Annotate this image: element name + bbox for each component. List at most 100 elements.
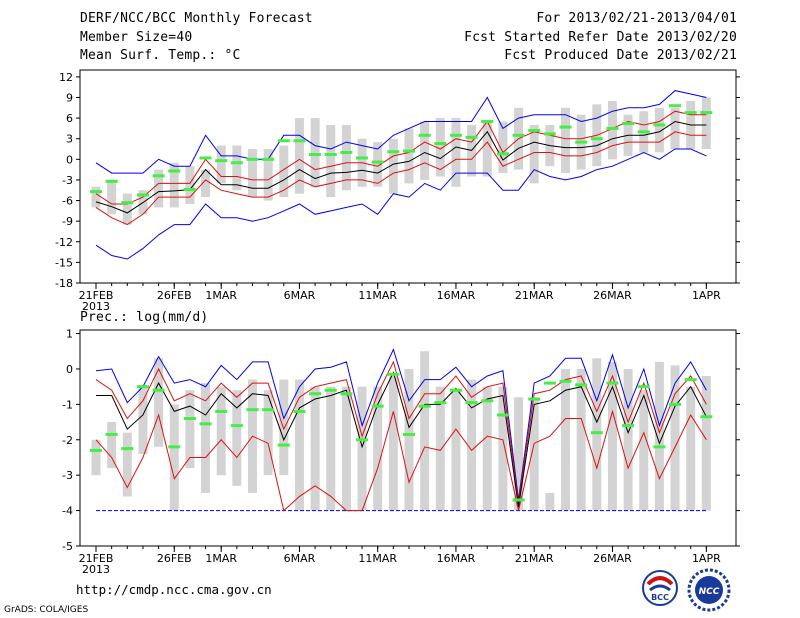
temp-median-mark xyxy=(528,128,541,132)
temp-box xyxy=(201,169,211,198)
temp-median-mark xyxy=(606,126,619,130)
precip-median-mark xyxy=(669,402,682,406)
temp-median-mark xyxy=(434,142,447,146)
temp-box xyxy=(310,118,320,187)
precip-box xyxy=(654,361,664,511)
precip-box xyxy=(545,492,555,511)
precip-ytick-label: -5 xyxy=(62,540,73,553)
precip-median-mark xyxy=(105,432,118,436)
precip-box xyxy=(592,358,602,511)
temp-median-mark xyxy=(105,179,118,183)
forecast-period: For 2013/02/21-2013/04/01 xyxy=(536,11,737,26)
precip-box xyxy=(154,358,164,447)
temp-mean-line xyxy=(95,120,707,214)
precip-ytick-label: 0 xyxy=(66,363,73,376)
precip-median-mark xyxy=(183,417,196,421)
precip-xtick-label: 6MAR xyxy=(284,552,316,565)
temp-box xyxy=(498,121,508,174)
temp-ytick-label: 3 xyxy=(66,133,73,146)
temp-box xyxy=(435,118,445,177)
temp-outer-lower-line xyxy=(95,148,707,260)
precip-box xyxy=(607,361,617,511)
temp-median-mark xyxy=(700,111,713,115)
precip-median-mark xyxy=(418,404,431,408)
precip-xtick-label: 21FEB xyxy=(79,552,114,565)
temp-box xyxy=(248,149,257,198)
temp-box xyxy=(232,145,242,191)
temp-median-mark xyxy=(403,149,415,153)
temp-xtick-label: 26FEB xyxy=(157,289,192,302)
svg-text:BCC: BCC xyxy=(651,593,669,602)
precip-median-mark xyxy=(246,408,259,412)
precip-box xyxy=(639,390,649,511)
precip-median-mark xyxy=(543,381,556,385)
temp-median-mark xyxy=(246,157,259,161)
precip-median-mark xyxy=(590,431,603,435)
precip-median-mark xyxy=(559,379,572,383)
temp-xtick-label: 11MAR xyxy=(358,289,397,302)
temp-xtick-sublabel: 2013 xyxy=(82,300,110,313)
precip-ytick-label: -3 xyxy=(62,469,73,482)
temp-box xyxy=(482,121,492,177)
temp-box xyxy=(294,118,304,194)
temp-median-mark xyxy=(559,125,572,129)
precip-box xyxy=(670,365,680,511)
precip-median-mark xyxy=(168,445,181,449)
temp-xtick-label: 21MAR xyxy=(515,289,554,302)
temp-xtick-label: 1APR xyxy=(692,289,721,302)
precip-box xyxy=(91,439,101,476)
temp-box xyxy=(373,142,383,187)
precip-box xyxy=(216,386,226,476)
precip-box xyxy=(357,386,367,511)
precip-box xyxy=(451,390,461,511)
precip-median-mark xyxy=(528,397,541,401)
temp-box xyxy=(451,118,461,187)
precip-median-mark xyxy=(575,383,588,387)
temp-box xyxy=(404,128,414,184)
precip-box xyxy=(263,390,273,476)
precip-median-mark xyxy=(199,422,212,426)
temp-median-mark xyxy=(136,193,149,197)
temp-box xyxy=(185,166,195,204)
temp-box xyxy=(420,121,430,180)
temp-median-mark xyxy=(277,139,290,143)
temp-ytick-label: -18 xyxy=(55,277,73,290)
source-url[interactable]: http://cmdp.ncc.cma.gov.cn xyxy=(76,582,272,597)
temp-median-mark xyxy=(324,153,337,157)
temp-inner-upper-line xyxy=(95,110,707,205)
temp-xtick-label: 21FEB xyxy=(79,289,114,302)
temp-median-mark xyxy=(215,159,228,163)
precip-xtick-label: 1APR xyxy=(692,552,721,565)
precip-box xyxy=(388,376,398,511)
precip-xtick-label: 1MAR xyxy=(205,552,237,565)
precip-median-mark xyxy=(136,385,149,389)
precip-box xyxy=(138,386,148,454)
member-size-label: Member Size=40 xyxy=(80,30,193,45)
temp-box xyxy=(701,97,711,150)
precip-ytick-label: -1 xyxy=(62,398,73,411)
temp-median-mark xyxy=(496,152,509,156)
temp-xtick-label: 26MAR xyxy=(593,289,632,302)
temp-ytick-label: 9 xyxy=(66,91,73,104)
precip-xtick-label: 11MAR xyxy=(358,552,397,565)
precip-outer-upper-line xyxy=(95,348,707,501)
precip-box xyxy=(404,368,414,511)
precip-median-mark xyxy=(653,445,666,449)
temp-median-mark xyxy=(512,133,525,137)
temp-ytick-label: 12 xyxy=(59,71,73,84)
temp-median-mark xyxy=(590,137,603,141)
temp-median-mark xyxy=(340,150,353,154)
temp-box xyxy=(607,100,617,160)
precip-inner-lower-line xyxy=(95,409,707,512)
precip-median-mark xyxy=(215,409,228,413)
precip-box xyxy=(341,386,351,511)
temp-box xyxy=(388,138,398,194)
precip-panel-title: Prec.: log(mm/d) xyxy=(80,310,209,325)
grads-credit: GrADS: COLA/IGES xyxy=(4,605,89,615)
temp-median-mark xyxy=(262,157,275,161)
temp-inner-lower-line xyxy=(95,131,707,226)
precip-ytick-label: -4 xyxy=(62,505,73,518)
precip-box xyxy=(701,376,711,511)
precip-ytick-label: 1 xyxy=(66,328,73,341)
temp-box xyxy=(263,149,273,201)
